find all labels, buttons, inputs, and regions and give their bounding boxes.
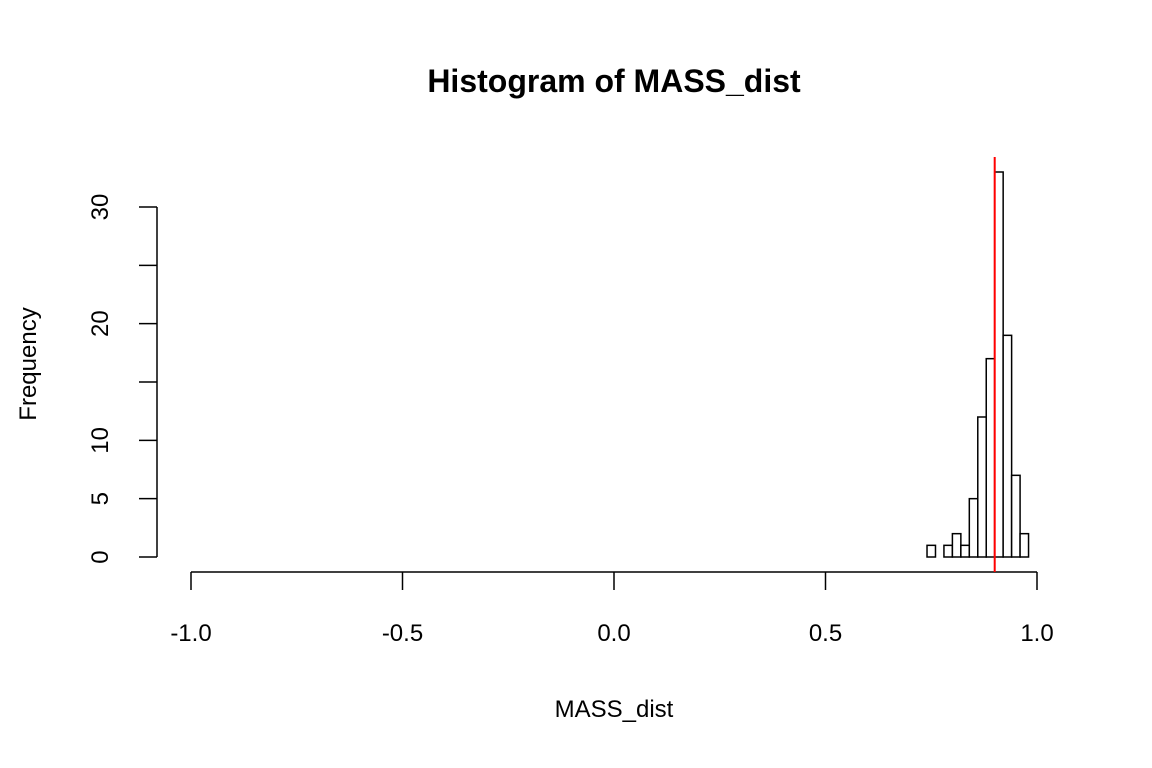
x-tick-label: -1.0 [170,620,211,647]
histogram-bar [926,544,937,558]
y-axis: 0 5 10 20 30 [87,194,158,564]
y-tick-label: 5 [87,492,114,505]
histogram-bar [1002,334,1013,558]
y-tick-label: 30 [87,194,114,221]
histogram-bar [993,171,1004,558]
histogram-bars [926,171,1030,558]
y-tick-label: 0 [87,550,114,563]
x-tick-label: 0.5 [809,620,842,647]
y-tick-label: 20 [87,310,114,337]
histogram-bar [968,497,979,558]
histogram-bar [951,532,962,558]
x-tick-label: -0.5 [382,620,423,647]
x-tick-label: 0.0 [597,620,630,647]
histogram-bar [1019,532,1030,558]
histogram-bar [985,357,996,558]
x-tick-label: 1.0 [1020,620,1053,647]
y-axis-title: Frequency [15,307,42,420]
histogram-bar [1010,474,1021,558]
histogram-bar [960,544,971,558]
histogram-bar [977,416,987,558]
chart-title: Histogram of MASS_dist [427,63,801,99]
histogram-bar [943,544,954,558]
y-tick-label: 10 [87,427,114,454]
x-axis-title: MASS_dist [555,696,674,723]
x-axis: -1.0 -0.5 0.0 0.5 1.0 [170,571,1054,647]
